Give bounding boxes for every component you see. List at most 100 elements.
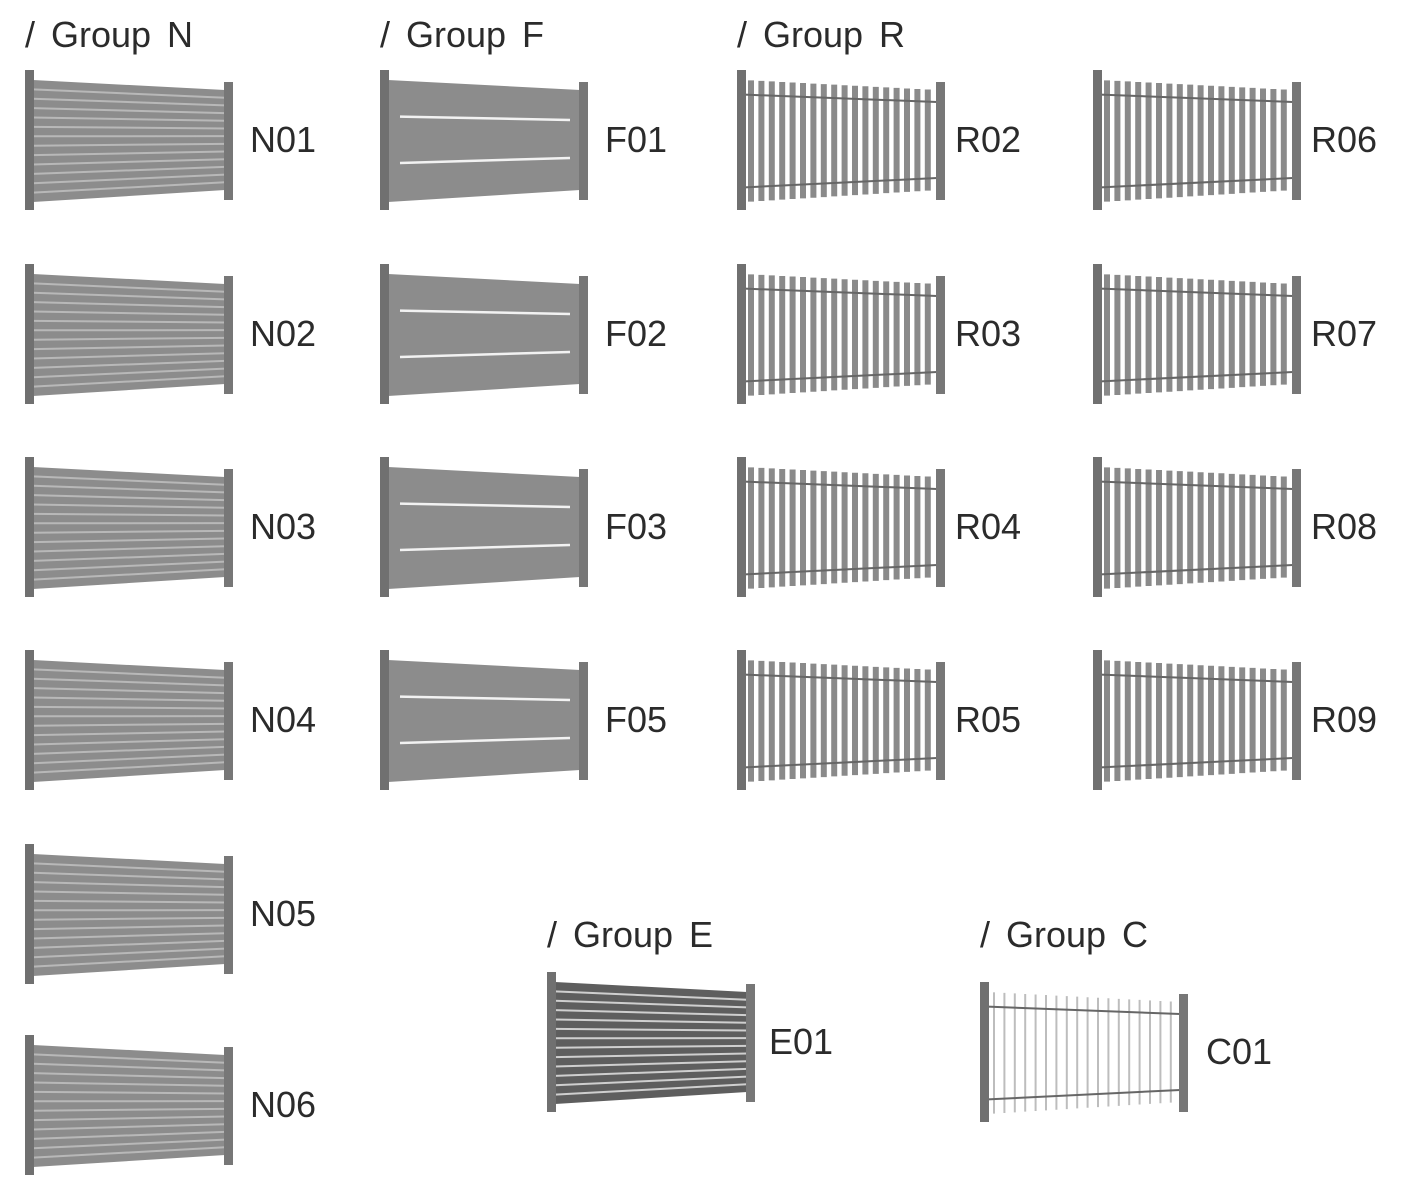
post <box>25 457 34 597</box>
panel <box>388 660 580 782</box>
fence-image <box>737 264 947 404</box>
fence-item[interactable]: R02 <box>737 70 1067 220</box>
fence-item[interactable]: R08 <box>1093 457 1404 607</box>
fence-code: R05 <box>955 702 1021 738</box>
post <box>1093 457 1102 597</box>
fence-image <box>25 70 235 210</box>
fence-image <box>737 457 947 597</box>
fence-item[interactable]: R07 <box>1093 264 1404 414</box>
fence-image <box>737 650 947 790</box>
post <box>380 264 389 404</box>
fence-item[interactable]: N05 <box>25 844 355 994</box>
fence-image <box>380 264 590 404</box>
fence-code: R03 <box>955 316 1021 352</box>
fence-image <box>25 650 235 790</box>
fence-image <box>380 457 590 597</box>
fence-code: N04 <box>250 702 316 738</box>
post <box>380 457 389 597</box>
fence-image <box>25 844 235 984</box>
post <box>737 264 746 404</box>
post <box>1292 82 1301 200</box>
fence-code: F03 <box>605 509 667 545</box>
post <box>579 82 588 200</box>
fence-code: N02 <box>250 316 316 352</box>
post <box>1292 469 1301 587</box>
post <box>936 82 945 200</box>
fence-item[interactable]: N06 <box>25 1035 355 1185</box>
post <box>579 276 588 394</box>
panel <box>388 467 580 589</box>
post <box>224 1047 233 1165</box>
post <box>25 844 34 984</box>
post <box>224 662 233 780</box>
fence-item[interactable]: R06 <box>1093 70 1404 220</box>
fence-code: F02 <box>605 316 667 352</box>
fence-item[interactable]: F03 <box>380 457 710 607</box>
panel <box>388 80 580 202</box>
fence-image <box>380 70 590 210</box>
fence-code: R02 <box>955 122 1021 158</box>
fence-item[interactable]: F02 <box>380 264 710 414</box>
fence-code: N03 <box>250 509 316 545</box>
fence-code: R07 <box>1311 316 1377 352</box>
post <box>1093 650 1102 790</box>
post <box>1093 70 1102 210</box>
fence-item[interactable]: R04 <box>737 457 1067 607</box>
post <box>224 469 233 587</box>
fence-image <box>1093 70 1303 210</box>
post <box>25 70 34 210</box>
fence-image <box>1093 650 1303 790</box>
post <box>380 70 389 210</box>
group-title: / Group E <box>547 917 713 953</box>
fence-item[interactable]: N01 <box>25 70 355 220</box>
post <box>1093 264 1102 404</box>
fence-item[interactable]: R09 <box>1093 650 1404 800</box>
fence-item[interactable]: N04 <box>25 650 355 800</box>
fence-item[interactable]: F01 <box>380 70 710 220</box>
post <box>579 469 588 587</box>
post <box>380 650 389 790</box>
fence-image <box>1093 264 1303 404</box>
fence-item[interactable]: E01 <box>547 972 877 1122</box>
fence-image <box>380 650 590 790</box>
post <box>936 662 945 780</box>
group-title: / Group R <box>737 17 905 53</box>
post <box>737 457 746 597</box>
post <box>746 984 755 1102</box>
fence-image <box>1093 457 1303 597</box>
group-title: / Group N <box>25 17 193 53</box>
fence-item[interactable]: R03 <box>737 264 1067 414</box>
fence-image <box>980 982 1190 1122</box>
post <box>224 276 233 394</box>
fence-code: N05 <box>250 896 316 932</box>
post <box>25 1035 34 1175</box>
fence-code: F05 <box>605 702 667 738</box>
post <box>1179 994 1188 1112</box>
post <box>1292 662 1301 780</box>
fence-code: R08 <box>1311 509 1377 545</box>
fence-code: R09 <box>1311 702 1377 738</box>
post <box>25 264 34 404</box>
fence-code: R06 <box>1311 122 1377 158</box>
fence-item[interactable]: R05 <box>737 650 1067 800</box>
fence-image <box>547 972 757 1112</box>
post <box>547 972 556 1112</box>
post <box>936 276 945 394</box>
fence-code: N01 <box>250 122 316 158</box>
fence-item[interactable]: F05 <box>380 650 710 800</box>
post <box>980 982 989 1122</box>
fence-code: N06 <box>250 1087 316 1123</box>
fence-code: C01 <box>1206 1034 1272 1070</box>
fence-item[interactable]: N02 <box>25 264 355 414</box>
fence-image <box>25 1035 235 1175</box>
fence-item[interactable]: C01 <box>980 982 1310 1132</box>
group-title: / Group F <box>380 17 544 53</box>
fence-code: F01 <box>605 122 667 158</box>
fence-code: R04 <box>955 509 1021 545</box>
panel <box>388 274 580 396</box>
post <box>224 82 233 200</box>
fence-code: E01 <box>769 1024 833 1060</box>
post <box>579 662 588 780</box>
fence-item[interactable]: N03 <box>25 457 355 607</box>
post <box>737 650 746 790</box>
